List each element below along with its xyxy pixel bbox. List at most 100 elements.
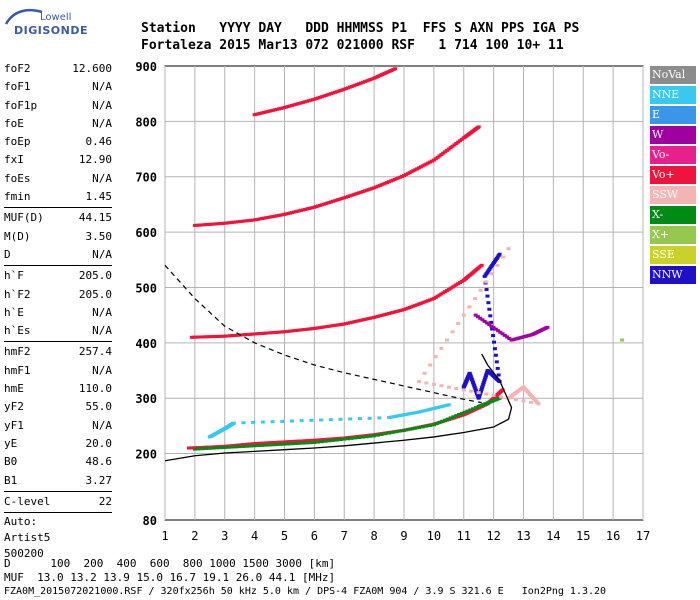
trace-mark [469, 376, 474, 380]
trace-mark [495, 366, 500, 370]
trace-mark [498, 330, 503, 334]
param-key: foF1p [4, 98, 38, 112]
param-key: hmF1 [4, 363, 31, 377]
trace-mark [481, 381, 486, 385]
trace-mark [309, 418, 314, 422]
trace-mark [479, 388, 484, 392]
trace-mark [545, 325, 550, 329]
trace-mark [215, 446, 220, 450]
param-row: hmE 110.0 [4, 380, 112, 398]
trace-mark [214, 334, 219, 338]
footer-distance-row: D 100 200 400 600 800 1000 1500 3000 [km… [4, 557, 336, 570]
trace-mark [446, 385, 451, 389]
param-row: C-level 22 [4, 493, 112, 511]
x-tick-label: 3 [221, 529, 228, 543]
param-row: foF2 12.600 [4, 60, 112, 78]
trace-mark [450, 330, 455, 334]
trace-mark [467, 305, 472, 309]
trace-mark [478, 288, 483, 292]
trace-mark [472, 297, 477, 301]
trace-mark [482, 319, 487, 323]
logo-swoosh-icon [4, 8, 43, 25]
trace-mark [316, 440, 321, 444]
trace-mark [198, 335, 203, 339]
param-key: yF2 [4, 400, 24, 414]
trace-mark [220, 334, 225, 338]
trace-mark [379, 432, 384, 436]
trace-mark [260, 443, 265, 447]
param-key: h`F2 [4, 287, 31, 301]
trace-mark [468, 373, 473, 377]
param-value: N/A [92, 247, 112, 261]
legend-item: SSW [650, 186, 696, 204]
x-tick-label: 1 [161, 529, 168, 543]
param-value: N/A [92, 363, 112, 377]
trace-mark [189, 446, 194, 450]
trace-mark [212, 335, 217, 339]
trace-mark [487, 322, 492, 326]
param-key: fxI [4, 153, 24, 167]
y-tick-label: 600 [135, 226, 157, 240]
param-value: 3.27 [85, 473, 113, 487]
header-labels: Station YYYY DAY DDD HHMMSS P1 FFS S AXN… [141, 21, 580, 36]
trace-mark [280, 419, 285, 423]
param-row: hmF1 N/A [4, 362, 112, 380]
trace-mark [439, 346, 444, 350]
trace-mark [241, 421, 246, 425]
param-value: N/A [92, 305, 112, 319]
legend: NoVal NNE E W Vo- Vo+ SSW X- X+ SSE NNW [650, 66, 696, 286]
legend-item: Vo+ [650, 166, 696, 184]
trace-mark [260, 420, 265, 424]
trace-mark [377, 416, 382, 420]
trace-mark [473, 313, 478, 317]
param-separator [4, 490, 112, 492]
trace-mark [338, 417, 343, 421]
trace-mark [492, 347, 497, 351]
param-key: foEp [4, 135, 31, 149]
trace-mark [241, 444, 246, 448]
trace-mark [394, 430, 399, 434]
y-tick-label: 700 [135, 171, 157, 185]
trace-mark [494, 360, 499, 364]
param-row: h`F 205.0 [4, 267, 112, 285]
param-row: yF1 N/A [4, 417, 112, 435]
param-key: yF1 [4, 418, 24, 432]
trace-mark [528, 400, 533, 404]
trace-mark [428, 363, 433, 367]
trace-mark [278, 442, 283, 446]
trace-mark [390, 430, 395, 434]
param-value: 257.4 [78, 345, 112, 359]
trace-mark [474, 390, 479, 394]
trace-mark [204, 447, 209, 451]
trace-mark [348, 417, 353, 421]
trace-mark [345, 437, 350, 441]
legend-item: NNE [650, 86, 696, 104]
trace-mark [446, 403, 451, 407]
param-value: 0.46 [85, 135, 113, 149]
trace-mark [481, 382, 486, 386]
trace-mark [204, 335, 209, 339]
logo-line2: DIGISONDE [14, 24, 88, 37]
param-row: h`E N/A [4, 304, 112, 322]
param-row: yF2 55.0 [4, 398, 112, 416]
param-value: 110.0 [78, 382, 112, 396]
trace-mark [454, 414, 459, 418]
trace-mark [368, 434, 373, 438]
param-key: hmE [4, 382, 24, 396]
trace-mark [485, 294, 490, 298]
param-row: foF1 N/A [4, 78, 112, 96]
x-tick-label: 6 [311, 529, 318, 543]
trace-mark [297, 441, 302, 445]
trace-mark [439, 384, 444, 388]
trace-mark [252, 444, 257, 448]
x-tick-label: 10 [427, 529, 441, 543]
trace-mark [469, 389, 474, 393]
trace-mark [489, 320, 494, 324]
param-row: yE 20.0 [4, 435, 112, 453]
trace-mark [319, 440, 324, 444]
trace-mark [461, 388, 466, 392]
trace-mark [270, 420, 275, 424]
trace-mark [488, 314, 493, 318]
muf-curve [164, 264, 482, 404]
trace-mark [193, 335, 198, 339]
